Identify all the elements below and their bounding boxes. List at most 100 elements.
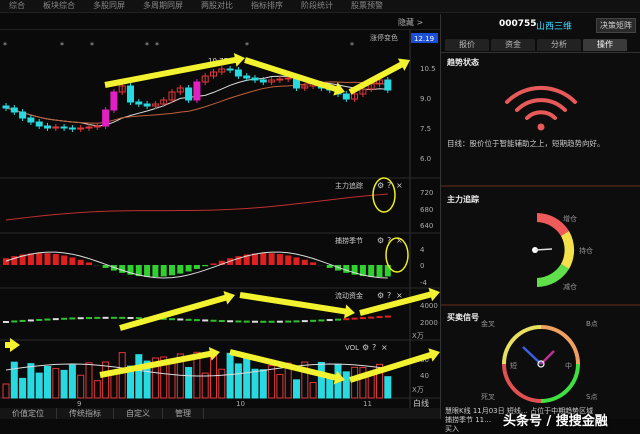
volume-bar: [318, 362, 324, 398]
kline-chart[interactable]: 12.19涨停变色10.59.07.56.0*******10.75主力追踪⚙?…: [0, 30, 440, 408]
bottom-tab[interactable]: 管理: [163, 408, 204, 419]
menu-item[interactable]: 股票预警: [342, 0, 392, 12]
side-panel: 000755 山西三维 决策矩阵 报价资金分析操作 趋势状态 目线：股价位于智能…: [440, 14, 640, 419]
indicator-tick: 720: [420, 189, 433, 197]
season-bar: [194, 265, 200, 269]
watermark: 头条号 / 搜搜金融: [503, 410, 608, 429]
clock-b-point: B点: [586, 319, 598, 329]
menu-item[interactable]: 阶段统计: [292, 0, 342, 12]
gauge-needle: [535, 249, 552, 250]
bottom-tab[interactable]: 传统指标: [57, 408, 114, 419]
season-bar: [377, 265, 383, 277]
trend-arrow: [119, 291, 235, 331]
side-tab[interactable]: 资金: [491, 39, 535, 51]
season-bar: [28, 253, 34, 265]
volume-bar: [69, 365, 75, 398]
help-icon: ?: [387, 291, 391, 300]
menu-item[interactable]: 板块综合: [34, 0, 84, 12]
help-icon: ?: [372, 343, 376, 352]
volume-bar: [235, 364, 241, 398]
volume-bar: [28, 364, 34, 398]
gauge-label-hold: 持仓: [579, 246, 593, 256]
season-bar: [3, 258, 9, 265]
candle-body: [86, 127, 92, 128]
signal-text-3: 买入: [445, 424, 459, 434]
indicator-name-0: 主力追踪: [335, 181, 363, 190]
trend-title: 趋势状态: [447, 57, 479, 68]
candle-body: [144, 104, 150, 106]
season-bar: [169, 265, 175, 275]
season-bar: [36, 253, 42, 265]
volume-bar: [36, 373, 42, 398]
close-icon: ×: [396, 181, 403, 190]
indicator-name-3: VOL: [345, 344, 359, 352]
gauge-label-decrease: 减仓: [563, 282, 577, 292]
bottom-tabs: 价值定位传统指标自定义管理: [0, 408, 440, 419]
season-bar: [53, 254, 59, 265]
signal-star: *: [90, 41, 94, 50]
volume-bar: [360, 368, 366, 398]
indicator-name-1: 捕捞季节: [335, 236, 363, 245]
indicator-tick: 40: [420, 372, 429, 380]
indicator-name-2: 流动资金: [335, 291, 363, 300]
main-force-title: 主力追踪: [447, 194, 479, 205]
settings-icon: ⚙: [377, 181, 384, 190]
season-bar: [202, 265, 208, 266]
indicator-tick: 640: [420, 222, 433, 230]
volume-bar: [86, 363, 92, 398]
candle-body: [343, 94, 349, 99]
season-bar: [368, 265, 374, 277]
side-tab[interactable]: 报价: [445, 39, 489, 51]
settings-icon: ⚙: [377, 236, 384, 245]
stock-name: 山西三维: [536, 19, 572, 32]
season-bar: [310, 262, 316, 265]
decision-matrix-button[interactable]: 决策矩阵: [596, 18, 636, 33]
side-tab[interactable]: 操作: [583, 39, 627, 51]
candle-body: [186, 88, 192, 100]
indicator-tick: X万: [412, 332, 424, 340]
candle-body: [111, 92, 117, 110]
stock-code: 000755: [499, 19, 537, 29]
signal-star: *: [145, 41, 149, 50]
season-bar: [260, 253, 266, 265]
chart-canvas: 12.19涨停变色10.59.07.56.0*******10.75主力追踪⚙?…: [0, 30, 440, 408]
top-menu: 综合板块综合多股同屏多周期同屏两股对比指标排序阶段统计股票预警: [0, 0, 640, 13]
candle-body: [235, 70, 241, 76]
settings-icon: ⚙: [362, 343, 369, 352]
volume-bar: [103, 362, 109, 398]
gauge-label-increase: 增仓: [563, 214, 577, 224]
candle-body: [136, 102, 142, 104]
candle-body: [11, 108, 17, 112]
indicator-tick: 680: [420, 206, 433, 214]
side-tab[interactable]: 分析: [537, 39, 581, 51]
volume-bar: [294, 380, 300, 398]
menu-item[interactable]: 综合: [0, 0, 34, 12]
volume-bar: [277, 374, 283, 398]
volume-bar: [252, 369, 258, 398]
trend-text: 目线：股价位于智能辅助之上，短期趋势向好。: [447, 138, 605, 149]
indicator-tick: X万: [412, 386, 424, 394]
x-axis-label: 10: [236, 400, 245, 408]
candle-body: [45, 126, 51, 128]
clock-mid: 中: [565, 361, 572, 371]
candle-body: [227, 69, 233, 70]
menu-item[interactable]: 指标排序: [242, 0, 292, 12]
hide-button[interactable]: 隐藏 >: [398, 17, 423, 28]
candle-body: [277, 79, 283, 80]
candle-body: [36, 122, 42, 126]
menu-item[interactable]: 多周期同屏: [134, 0, 192, 12]
signal-star: *: [155, 41, 159, 50]
bottom-tab[interactable]: 价值定位: [0, 408, 57, 419]
chart-header: 隐藏 >: [0, 14, 440, 30]
menu-item[interactable]: 两股对比: [192, 0, 242, 12]
indicator-tick: -4: [420, 279, 428, 287]
settings-icon: ⚙: [377, 291, 384, 300]
side-tabs: 报价资金分析操作: [445, 39, 627, 51]
season-bar: [302, 260, 308, 265]
menu-item[interactable]: 多股同屏: [84, 0, 134, 12]
bottom-tab[interactable]: 自定义: [114, 408, 163, 419]
season-bar: [86, 262, 92, 265]
season-bar: [152, 265, 158, 277]
season-bar: [144, 265, 150, 277]
volume-bar: [269, 366, 275, 398]
